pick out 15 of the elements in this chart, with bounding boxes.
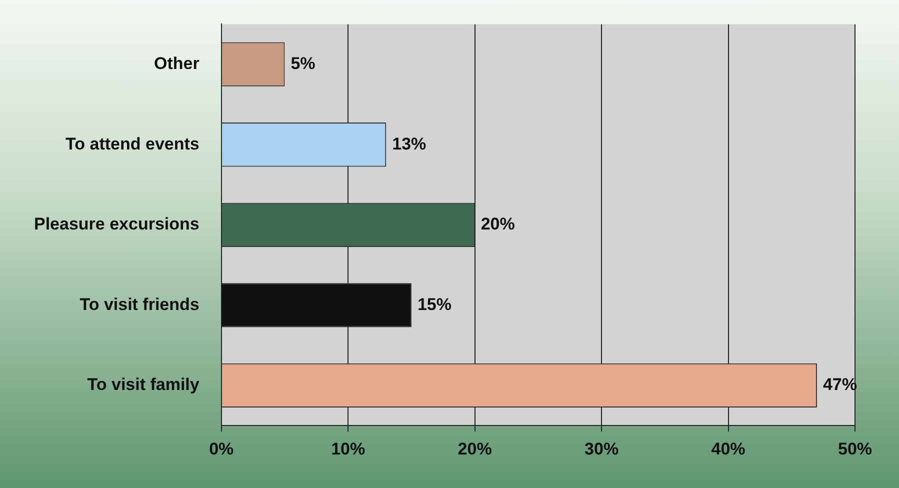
x-tick-label: 10% [331,439,366,458]
x-tick-label: 0% [209,439,234,458]
y-tick-label: Pleasure excursions [34,214,200,234]
y-tick-label: Other [154,54,200,74]
data-label: 15% [417,294,452,314]
data-label: 20% [480,214,515,234]
y-tick-label: To attend events [66,134,200,154]
x-tick-label: 40% [711,439,746,458]
y-tick-label: To visit friends [80,294,200,314]
y-tick-label: To visit family [87,375,200,394]
data-label: 5% [290,54,316,74]
x-tick-label: 50% [838,439,872,458]
data-label: 13% [392,134,426,154]
x-tick-label: 20% [458,439,492,458]
x-tick-label: 30% [584,439,619,458]
